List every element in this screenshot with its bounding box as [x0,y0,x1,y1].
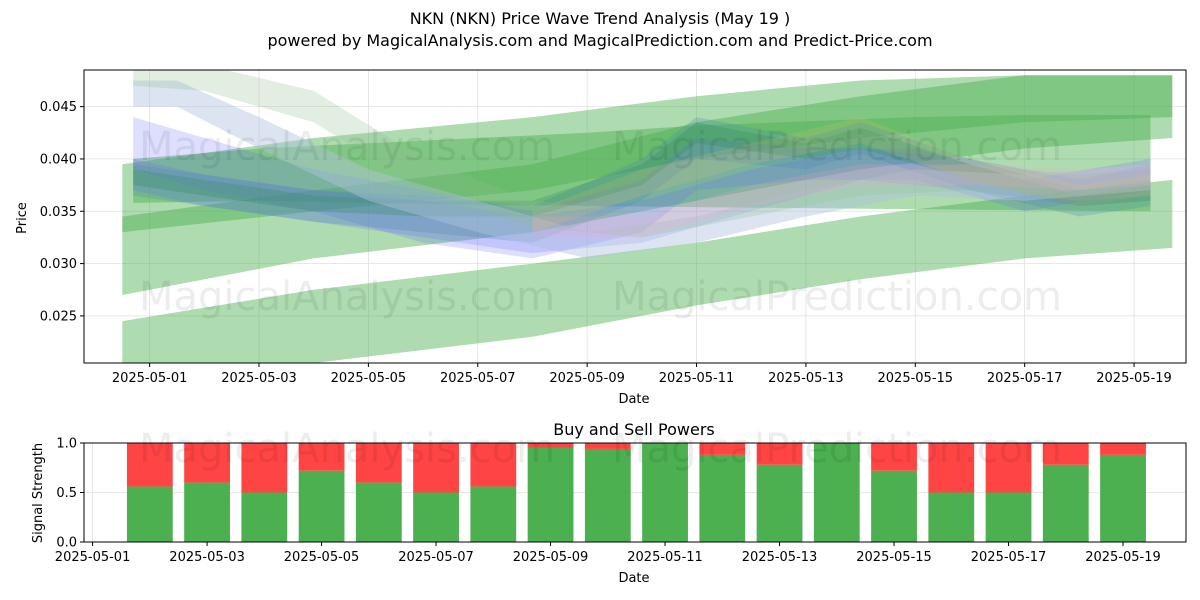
buy-power-bar [470,486,517,542]
watermark-text: MagicalAnalysis.com [139,426,555,472]
sell-power-bar [584,443,631,449]
price-plot-frame [83,69,1187,364]
wave-band-3 [133,115,1151,212]
buy-power-bar [756,464,803,542]
price-ytick-label: 0.045 [40,100,77,115]
power-ylabel: Signal Strength [31,443,46,543]
power-xtick-label: 2025-05-17 [971,550,1047,565]
power-xtick-label: 2025-05-11 [627,550,703,565]
buy-power-bar [871,470,917,542]
sell-power-bar [871,443,917,471]
sell-power-bar [527,443,574,448]
buy-power-bar [241,492,288,542]
wave-band-10 [532,164,1151,238]
buy-power-bar [298,470,345,542]
sell-power-bar [470,443,517,487]
sell-power-bar [1100,443,1146,455]
watermark-text: MagicalAnalysis.com [139,274,555,320]
sell-power-bar [241,443,288,493]
power-ytick-label: 1.0 [56,437,77,452]
wave-band-9 [133,70,1151,238]
wave-band-8 [133,80,1151,259]
power-xtick-label: 2025-05-01 [55,550,131,565]
chart-subtitle: powered by MagicalAnalysis.com and Magic… [267,31,933,50]
buy-power-bar [584,448,631,542]
buy-power-bar [928,492,975,542]
sell-power-bar [928,443,975,493]
price-xlabel: Date [618,392,649,407]
price-ytick-label: 0.030 [40,257,77,272]
power-xtick-label: 2025-05-03 [169,550,245,565]
buy-power-bar [1100,454,1146,542]
wave-band-7 [133,122,1151,217]
price-ytick-label: 0.040 [40,152,77,167]
sell-power-bar [355,443,402,483]
watermark-text: MagicalAnalysis.com [139,124,555,170]
price-xtick-label: 2025-05-01 [112,371,188,386]
chart-title: NKN (NKN) Price Wave Trend Analysis (May… [409,9,791,28]
buy-power-bar [126,486,173,542]
price-ylabel: Price [15,202,30,234]
wave-band-1 [122,179,1173,363]
price-xtick-label: 2025-05-09 [549,371,625,386]
sell-power-bar [756,443,803,465]
price-xtick-label: 2025-05-07 [440,371,516,386]
price-xtick-label: 2025-05-17 [987,371,1063,386]
buy-power-bar [813,443,860,542]
buy-power-bar [527,447,574,542]
wave-band-5 [133,148,1151,254]
power-xtick-label: 2025-05-07 [398,550,474,565]
power-ytick-label: 0.0 [56,536,77,551]
sell-power-bar [1042,443,1089,465]
power-xlabel: Date [618,571,649,586]
power-xtick-label: 2025-05-15 [856,550,932,565]
wave-band-4 [133,117,1151,259]
watermark-text: MagicalPrediction.com [612,274,1062,320]
wave-band-11 [532,117,1151,233]
wave-band-2 [122,75,1173,233]
sell-power-bar [184,443,230,483]
sell-power-bar [699,443,746,455]
buy-power-bar [355,482,402,542]
buy-power-bar [413,492,459,542]
sell-power-bar [298,443,345,471]
price-xtick-label: 2025-05-13 [768,371,844,386]
price-xtick-label: 2025-05-11 [659,371,735,386]
price-xtick-label: 2025-05-03 [221,371,297,386]
sell-power-bar [413,443,459,493]
wave-band-0 [122,75,1173,295]
power-xtick-label: 2025-05-09 [513,550,589,565]
watermark-text: MagicalPrediction.com [612,426,1062,472]
buy-power-bar [184,482,230,542]
sell-power-bar [126,443,173,487]
sell-power-bar [985,443,1032,493]
wave-band-6 [133,117,1151,243]
price-ytick-label: 0.035 [40,205,77,220]
buy-power-bar [985,492,1032,542]
power-xtick-label: 2025-05-05 [284,550,360,565]
price-xtick-label: 2025-05-05 [331,371,407,386]
price-ytick-label: 0.025 [40,309,77,324]
buy-power-bar [642,443,688,542]
power-chart-title: Buy and Sell Powers [553,420,715,439]
buy-power-bar [699,454,746,542]
price-xtick-label: 2025-05-19 [1096,371,1172,386]
power-ytick-label: 0.5 [56,486,77,501]
power-xtick-label: 2025-05-19 [1085,550,1161,565]
power-xtick-label: 2025-05-13 [742,550,818,565]
watermark-text: MagicalPrediction.com [612,124,1062,170]
buy-power-bar [1042,464,1089,542]
price-xtick-label: 2025-05-15 [878,371,954,386]
